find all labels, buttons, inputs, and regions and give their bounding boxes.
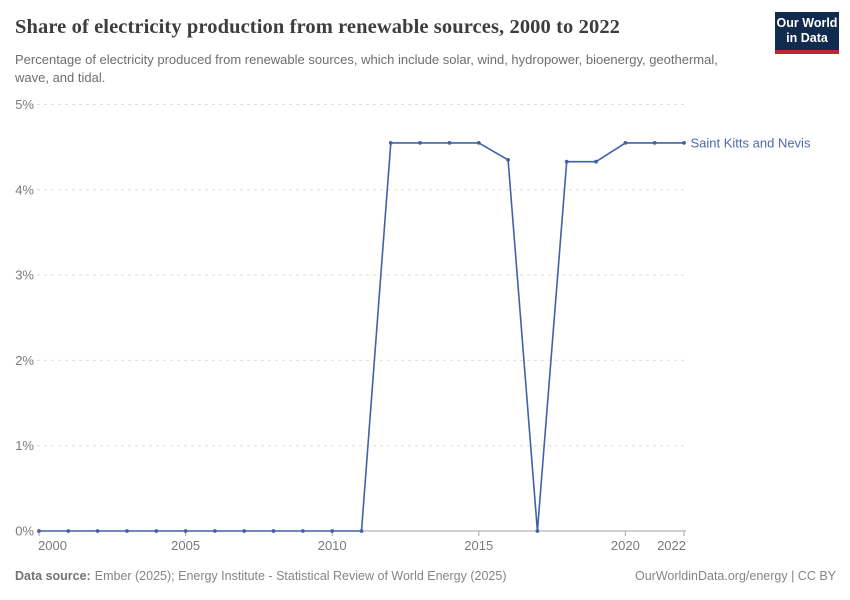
data-source-value: Ember (2025); Energy Institute - Statist… [94,569,507,583]
credit-note: OurWorldinData.org/energy | CC BY [634,569,836,583]
data-point-marker[interactable] [682,141,686,145]
data-point-marker[interactable] [447,141,452,145]
data-point-marker[interactable] [388,141,393,145]
owid-logo-line2: in Data [786,31,828,45]
data-source-label: Data source: [15,569,91,583]
chart-footer: Data source: Ember (2025); Energy Institu… [15,569,836,583]
data-point-marker[interactable] [330,529,335,533]
data-point-marker[interactable] [418,141,422,145]
data-point-marker[interactable] [506,158,510,162]
data-point-marker[interactable] [242,529,247,533]
y-axis-tick-label: 3% [15,268,34,283]
data-point-marker[interactable] [564,159,569,164]
series-entity-label: Saint Kitts and Nevis [691,135,811,150]
data-point-marker[interactable] [652,141,657,145]
y-axis-tick-label: 0% [15,524,34,539]
chart-subtitle: Percentage of electricity produced from … [15,52,718,85]
data-point-marker[interactable] [66,529,71,533]
y-axis-tick-label: 5% [15,97,34,112]
y-axis-tick-label: 2% [15,353,34,368]
x-axis-tick-label: 2020 [611,538,640,553]
data-point-marker[interactable] [359,529,364,533]
x-axis-tick-label: 2015 [464,538,493,553]
data-point-marker[interactable] [535,529,540,533]
y-axis-tick-label: 4% [15,182,34,197]
data-point-marker[interactable] [623,141,628,145]
data-point-marker[interactable] [125,529,129,533]
y-axis-tick-label: 1% [15,438,34,453]
x-axis-tick-label: 2005 [171,538,200,553]
x-axis-tick-label: 2000 [38,538,67,553]
data-point-marker[interactable] [183,529,188,533]
data-point-marker[interactable] [95,529,100,533]
data-point-marker[interactable] [301,529,305,533]
chart-title: Share of electricity production from ren… [15,16,621,38]
data-point-marker[interactable] [213,529,217,533]
data-point-marker[interactable] [154,529,159,533]
data-point-marker[interactable] [476,141,481,145]
data-point-marker[interactable] [594,159,598,164]
x-axis-tick-label: 2010 [318,538,347,553]
data-point-marker[interactable] [271,529,276,533]
data-source-note: Data source: Ember (2025); Energy Institu… [15,569,506,583]
owid-logo-line1: Our World [776,16,838,30]
data-point-marker[interactable] [37,529,41,533]
series-line[interactable] [39,142,684,532]
x-axis-tick-label: 2022 [657,538,686,553]
owid-logo: Our World in Data [775,12,839,54]
